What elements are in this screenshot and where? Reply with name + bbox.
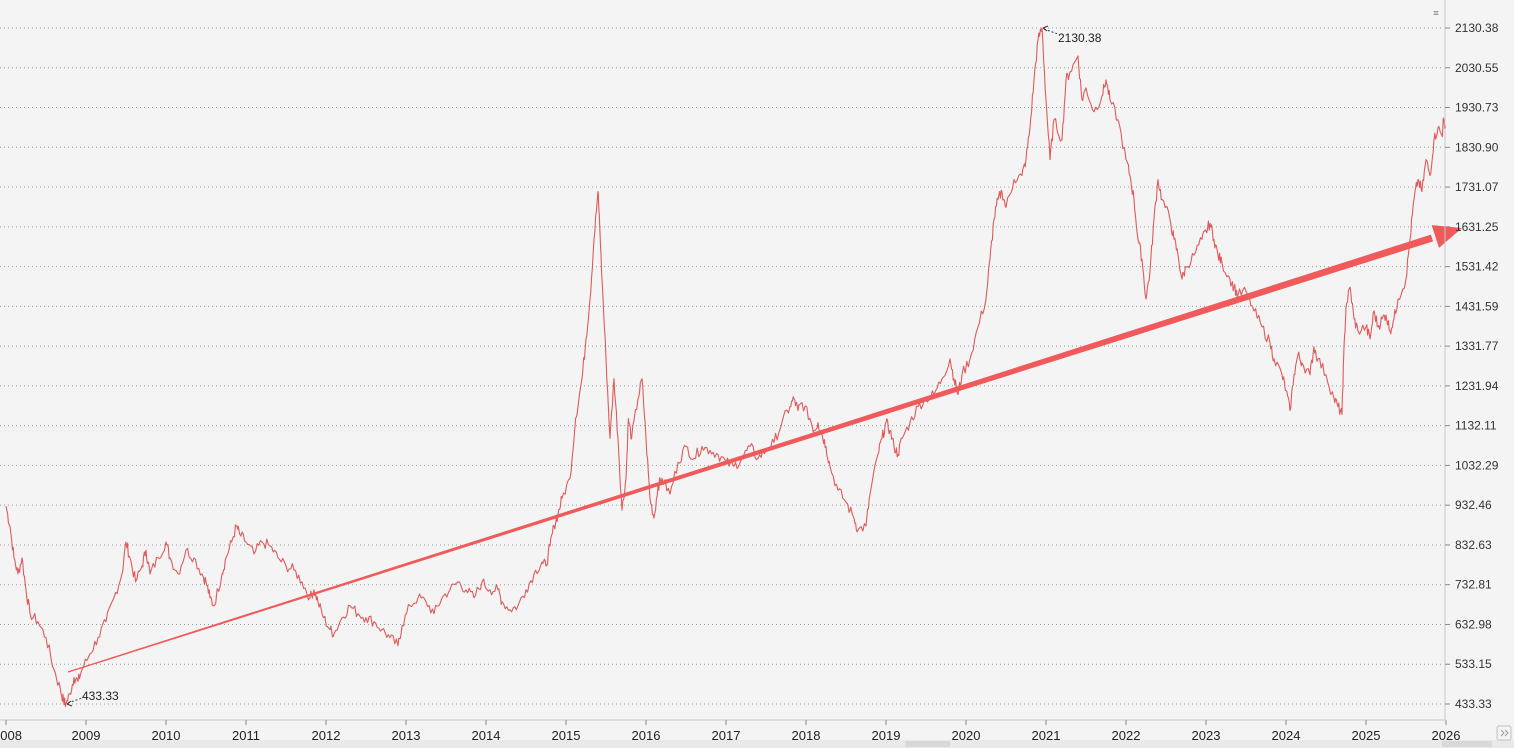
y-tick-label: 1331.77	[1455, 339, 1499, 353]
x-tick-label: 2021	[1032, 728, 1061, 743]
x-tick-label: 2017	[712, 728, 741, 743]
y-tick-label: 2030.55	[1455, 61, 1499, 75]
y-tick-label: 732.81	[1455, 578, 1492, 592]
x-tick-label: 2015	[552, 728, 581, 743]
y-tick-label: 832.63	[1455, 538, 1492, 552]
scrollbar-thumb[interactable]	[905, 741, 950, 747]
x-tick-label: 2013	[392, 728, 421, 743]
x-tick-label: 2014	[472, 728, 501, 743]
x-tick-label: 008	[0, 728, 22, 743]
x-tick-label: 2022	[1112, 728, 1141, 743]
y-tick-label: 533.15	[1455, 657, 1492, 671]
x-tick-label: 2010	[152, 728, 181, 743]
x-tick-label: 2025	[1352, 728, 1381, 743]
x-tick-label: 2011	[232, 728, 260, 743]
min-arrow-icon	[66, 700, 73, 707]
max-pointer	[1043, 28, 1059, 35]
x-tick-label: 2019	[872, 728, 901, 743]
y-tick-label: 1631.25	[1455, 220, 1499, 234]
grid	[0, 27, 1444, 705]
x-tick-label: 2020	[952, 728, 981, 743]
min-value-label: 433.33	[82, 689, 119, 703]
y-tick-label: 1930.73	[1455, 101, 1499, 115]
x-tick-label: 2009	[72, 728, 101, 743]
settings-toggle-icon[interactable]	[1433, 11, 1439, 15]
x-tick-label: 2024	[1272, 728, 1301, 743]
min-pointer	[67, 697, 83, 704]
y-tick-label: 433.33	[1455, 697, 1492, 711]
annotations: 2130.38 433.33	[66, 25, 1102, 707]
y-tick-label: 1132.11	[1455, 419, 1497, 433]
y-tick-label: 632.98	[1455, 617, 1492, 631]
y-tick-label: 1231.94	[1455, 379, 1499, 393]
x-tick-label: 2018	[792, 728, 821, 743]
x-tick-label: 2026	[1432, 728, 1461, 743]
y-axis: 2130.38 2030.55 1930.73 1830.90 1731.07 1631.…	[1444, 0, 1499, 720]
y-tick-label: 1431.59	[1455, 299, 1499, 313]
scrollbar-thumb-end[interactable]	[1442, 741, 1492, 747]
double-chevron-right-icon	[1500, 729, 1509, 737]
max-arrow-icon	[1042, 25, 1049, 32]
price-line-layer	[5, 27, 1447, 707]
x-axis: 008 2009 2010 2011 2012 2013 2014 2015 2016 2017 2…	[0, 719, 1461, 743]
y-tick-label: 1531.42	[1455, 260, 1499, 274]
x-tick-label: 2012	[312, 728, 341, 743]
max-value-label: 2130.38	[1058, 31, 1102, 45]
y-tick-label: 1032.29	[1455, 458, 1499, 472]
trend-line	[67, 225, 1462, 673]
y-tick-label: 1830.90	[1455, 140, 1499, 154]
x-tick-label: 2016	[632, 728, 661, 743]
y-tick-label: 2130.38	[1455, 21, 1499, 35]
chart-controls	[0, 11, 1514, 748]
y-tick-label: 1731.07	[1455, 180, 1499, 194]
y-tick-label: 932.46	[1455, 498, 1492, 512]
trend-arrow-shaft	[67, 234, 1434, 673]
trend-arrow-head	[1431, 225, 1462, 248]
x-tick-label: 2023	[1192, 728, 1221, 743]
price-series-line	[5, 27, 1447, 707]
horizontal-scrollbar[interactable]	[0, 740, 1514, 748]
